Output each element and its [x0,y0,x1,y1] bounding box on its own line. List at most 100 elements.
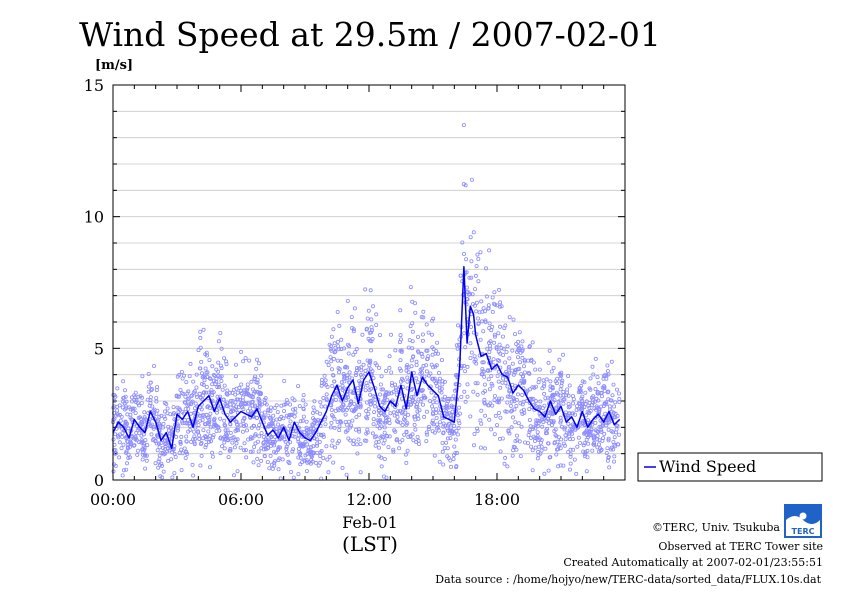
data-point [226,455,231,460]
data-point [579,396,584,401]
data-point [139,438,144,443]
data-point [215,394,220,399]
data-point [490,309,495,314]
data-point [314,443,319,448]
data-point [568,447,573,452]
data-point [241,448,246,453]
data-point [384,475,389,480]
data-point [487,321,492,326]
data-point [405,375,410,380]
data-point [617,432,622,437]
data-point [591,372,596,377]
data-point [234,441,239,446]
data-point [509,399,514,404]
data-point [173,454,178,459]
data-point [478,445,483,450]
data-point [178,439,183,444]
data-point [414,362,419,367]
data-point [420,366,425,371]
data-point [244,455,249,460]
data-point [363,287,368,292]
data-point [259,446,264,451]
data-point [222,383,227,388]
data-point [516,355,521,360]
data-point [419,351,424,356]
data-point [562,397,567,402]
data-point [133,436,138,441]
data-point [299,460,304,465]
data-point [497,304,502,309]
data-point [472,359,477,364]
data-point [517,330,522,335]
data-point [599,404,604,409]
data-point [308,449,313,454]
data-point [368,392,373,397]
data-point [356,437,361,442]
data-point [388,332,393,337]
data-point [186,389,191,394]
data-point [216,339,221,344]
data-point [188,361,193,366]
data-point [559,380,564,385]
data-point [198,366,203,371]
data-point [239,349,244,354]
data-point [328,355,333,360]
data-point [376,445,381,450]
data-point [584,413,589,418]
data-point [287,423,292,428]
data-point [548,455,553,460]
data-point [198,329,203,334]
data-point [419,388,424,393]
data-point [465,364,470,369]
data-point [442,446,447,451]
data-point [610,393,615,398]
data-point [355,385,360,390]
data-point [548,379,553,384]
data-point [155,385,160,390]
data-point [354,365,359,370]
data-point [613,430,618,435]
data-point [600,385,605,390]
x-date-label: Feb-01 [342,513,398,532]
data-point [400,422,405,427]
data-point [158,440,163,445]
data-point [418,399,423,404]
data-point [253,404,258,409]
data-point [410,329,415,334]
data-point [482,401,487,406]
data-point [492,398,497,403]
data-point [559,437,564,442]
data-point [332,379,337,384]
data-point [613,444,618,449]
data-point [589,395,594,400]
data-point [304,469,309,474]
data-point [420,402,425,407]
data-point [340,408,345,413]
data-point [222,422,227,427]
data-point [436,425,441,430]
data-point [296,384,301,389]
data-point [199,371,204,376]
data-point [366,407,371,412]
data-point [468,355,473,360]
data-point [296,472,301,477]
data-point [440,440,445,445]
data-point [319,433,324,438]
data-point [520,355,525,360]
data-point [187,374,192,379]
data-point [335,309,340,314]
data-point [257,434,262,439]
data-point [281,416,286,421]
data-point [311,444,316,449]
data-point [289,469,294,474]
data-point [139,401,144,406]
data-point [220,444,225,449]
data-point [112,448,117,453]
data-point [322,373,327,378]
data-point [268,408,273,413]
data-point [346,351,351,356]
data-point [399,376,404,381]
data-point [253,432,258,437]
data-point [184,449,189,454]
data-point [140,374,145,379]
